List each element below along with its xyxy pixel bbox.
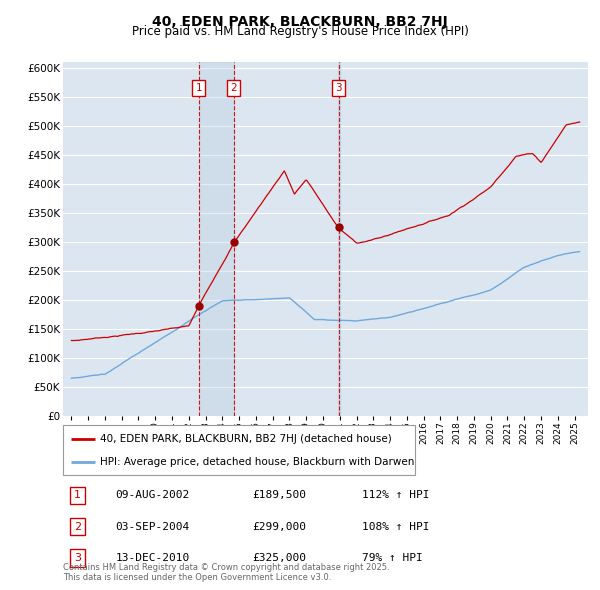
Text: HPI: Average price, detached house, Blackburn with Darwen: HPI: Average price, detached house, Blac… — [100, 457, 414, 467]
Text: 3: 3 — [74, 553, 81, 563]
Text: £189,500: £189,500 — [252, 490, 306, 500]
Text: 3: 3 — [335, 83, 342, 93]
Text: 40, EDEN PARK, BLACKBURN, BB2 7HJ: 40, EDEN PARK, BLACKBURN, BB2 7HJ — [152, 15, 448, 29]
Text: 2: 2 — [230, 83, 237, 93]
Bar — [199, 62, 233, 416]
Text: 1: 1 — [196, 83, 202, 93]
Text: £299,000: £299,000 — [252, 522, 306, 532]
Text: 13-DEC-2010: 13-DEC-2010 — [115, 553, 190, 563]
Text: 03-SEP-2004: 03-SEP-2004 — [115, 522, 190, 532]
Text: 108% ↑ HPI: 108% ↑ HPI — [362, 522, 430, 532]
Text: Contains HM Land Registry data © Crown copyright and database right 2025.
This d: Contains HM Land Registry data © Crown c… — [63, 563, 389, 582]
Text: Price paid vs. HM Land Registry's House Price Index (HPI): Price paid vs. HM Land Registry's House … — [131, 25, 469, 38]
Text: 79% ↑ HPI: 79% ↑ HPI — [362, 553, 423, 563]
FancyBboxPatch shape — [63, 425, 415, 475]
Text: 40, EDEN PARK, BLACKBURN, BB2 7HJ (detached house): 40, EDEN PARK, BLACKBURN, BB2 7HJ (detac… — [100, 434, 392, 444]
Text: £325,000: £325,000 — [252, 553, 306, 563]
Text: 112% ↑ HPI: 112% ↑ HPI — [362, 490, 430, 500]
Text: 1: 1 — [74, 490, 81, 500]
Text: 09-AUG-2002: 09-AUG-2002 — [115, 490, 190, 500]
Bar — [338, 62, 340, 416]
Text: 2: 2 — [74, 522, 81, 532]
